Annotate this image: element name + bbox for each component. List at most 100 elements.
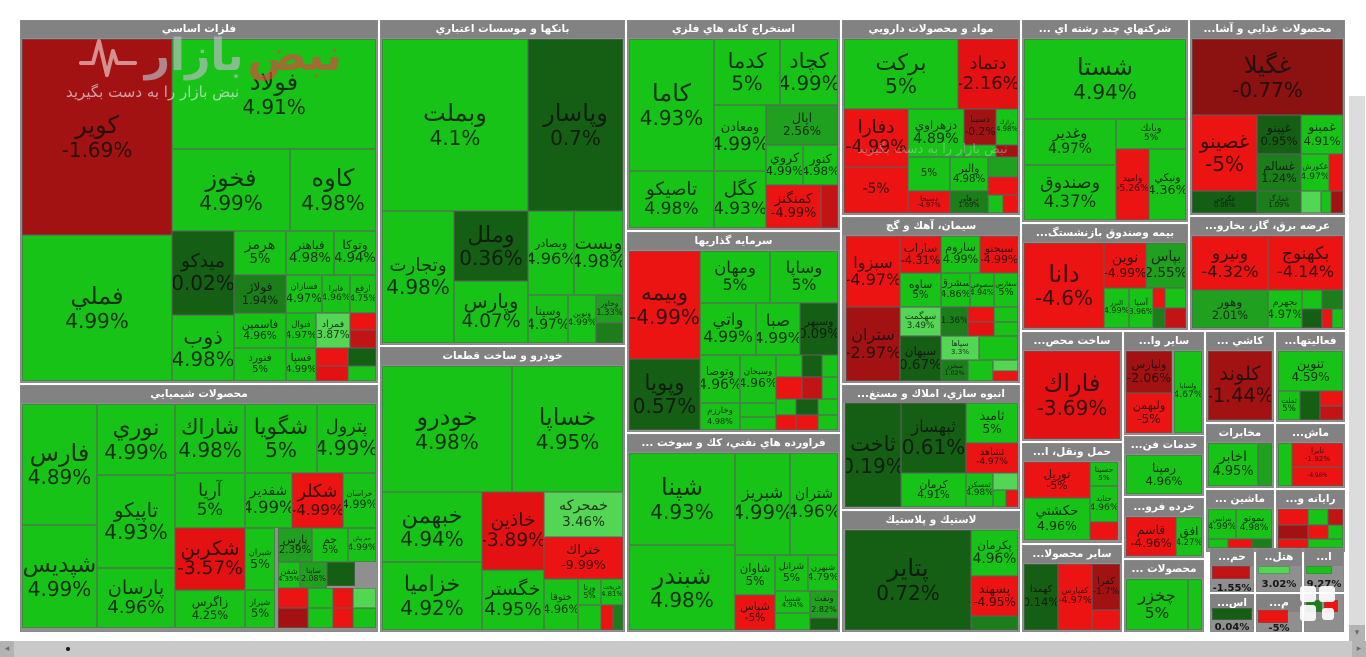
treemap-tile[interactable]: وملل 0.36% [454,211,528,281]
treemap-tile[interactable]: وتجارت 4.98% [382,211,454,343]
treemap-tile[interactable]: ورنا 5% [578,579,601,605]
treemap-tile[interactable]: ثاخت0.19% [845,403,901,507]
treemap-tile[interactable] [1258,443,1272,486]
treemap-tile[interactable]: خگستر 4.95% [482,570,544,630]
treemap-tile[interactable] [1328,509,1343,525]
treemap-tile[interactable] [1165,288,1186,308]
treemap-tile[interactable]: شفدير4.99% [245,473,292,528]
treemap-tile[interactable]: تاپيكو 4.93% [97,475,175,568]
treemap-tile[interactable]: كاما 4.93% [629,39,714,171]
treemap-tile[interactable] [776,377,802,399]
treemap-tile[interactable] [971,616,1018,630]
treemap-tile[interactable] [353,588,376,608]
treemap-tile[interactable]: شبريز4.99% [735,453,790,555]
treemap-tile[interactable]: وبصادر4.96% [528,211,574,295]
treemap-tile[interactable]: شيراز 5% [245,590,275,628]
treemap-tile[interactable] [333,588,353,608]
treemap-tile[interactable]: غسالم 1.24% [1257,154,1301,191]
treemap-tile[interactable]: كهمدا 0.14% [1024,564,1058,630]
treemap-tile[interactable] [988,177,1018,195]
treemap-tile[interactable]: 5% [908,157,950,191]
treemap-tile[interactable]: سخزر 1.02% [941,360,968,381]
treemap-tile[interactable] [1212,566,1250,579]
treemap-tile[interactable] [821,185,838,228]
treemap-tile[interactable] [988,195,1003,213]
treemap-tile[interactable] [1278,443,1292,486]
treemap-tile[interactable]: فملي 4.99% [22,235,172,381]
treemap-tile[interactable] [278,608,308,628]
treemap-tile[interactable]: سبهان 0.67% [900,336,941,381]
treemap-tile[interactable]: حسينا 5% [1090,462,1118,486]
treemap-tile[interactable] [327,562,355,586]
treemap-tile[interactable] [1300,391,1320,420]
treemap-tile[interactable]: غپينو 0.95% [1257,115,1301,154]
treemap-tile[interactable]: هرمز 5% [234,231,286,275]
treemap-tile[interactable]: بموتو 4.98% [1236,509,1272,539]
treemap-tile[interactable]: شفن 4.35% [278,562,300,588]
treemap-tile[interactable]: بجهرم 4.97% [1268,290,1302,328]
treemap-tile[interactable]: ستران -2.97% [846,307,900,381]
treemap-tile[interactable] [1332,309,1343,328]
treemap-tile[interactable]: كوير -1.69% [22,39,172,235]
treemap-tile[interactable]: نوري 4.99% [97,404,175,475]
treemap-tile[interactable]: شپنا 4.93% [629,453,735,545]
treemap-tile[interactable]: فولاد 4.91% [172,39,376,149]
treemap-tile[interactable] [350,313,376,330]
treemap-tile[interactable]: حتايد 4.96% [1090,486,1118,522]
treemap-tile[interactable]: ذوب 4.98% [172,315,234,381]
treemap-tile[interactable]: شپاس -5% [735,595,775,630]
treemap-tile[interactable]: ساراب -4.31% [900,236,941,273]
treemap-tile[interactable] [1328,525,1343,539]
treemap-tile[interactable]: خودرو 4.98% [382,366,512,492]
treemap-tile[interactable] [316,348,348,366]
treemap-tile[interactable]: -4.96% [1292,467,1343,486]
treemap-tile[interactable]: درهآور 1.69% [950,191,988,213]
treemap-tile[interactable] [1322,309,1332,328]
treemap-tile[interactable]: ثبهساز 0.61% [901,403,966,473]
treemap-tile[interactable]: تايرا -1.92% [1292,443,1343,467]
treemap-tile[interactable]: دزهراوي 4.89% [908,109,964,157]
treemap-tile[interactable]: ونفت 2.82% [810,591,838,618]
treemap-tile[interactable]: كفپارس -4.97% [1058,564,1092,630]
treemap-tile[interactable]: اپال 2.56% [766,105,838,145]
treemap-tile[interactable] [776,399,796,415]
treemap-tile[interactable]: ولپارس -2.06% [1126,351,1172,393]
treemap-tile[interactable]: خاذين -3.89% [482,492,544,570]
treemap-tile[interactable] [822,355,838,377]
treemap-tile[interactable]: كفرا -1.7% [1092,564,1120,610]
scroll-down-button[interactable]: ▾ [1349,625,1365,641]
treemap-tile[interactable]: البرز 4.99% [1104,288,1129,328]
treemap-tile[interactable]: كمنگنز -4.99% [766,185,821,228]
treemap-tile[interactable] [308,608,333,628]
treemap-tile[interactable]: دتماد -2.16% [958,39,1018,109]
treemap-tile[interactable]: شستا 4.94% [1024,39,1186,119]
treemap-tile[interactable] [278,588,308,608]
treemap-tile[interactable] [1301,191,1321,213]
treemap-tile[interactable]: ثمسكن 4.98% [966,473,993,507]
treemap-tile[interactable] [1331,191,1343,213]
treemap-tile[interactable]: وهور 2.01% [1192,290,1268,328]
treemap-tile[interactable]: فسازان 4.97% [286,275,322,313]
treemap-tile[interactable] [968,360,993,381]
treemap-tile[interactable] [1252,539,1272,548]
treemap-tile[interactable] [1322,290,1343,309]
treemap-tile[interactable]: فارس 4.89% [22,404,97,525]
treemap-tile[interactable]: خراسان 4.99% [343,473,376,528]
treemap-tile[interactable]: قاسم -4.96% [1126,517,1176,556]
treemap-tile[interactable]: فاسمين 4.96% [234,313,286,348]
treemap-tile[interactable] [996,145,1018,157]
treemap-tile[interactable]: غصينو -5% [1192,115,1257,191]
treemap-tile[interactable]: ثاميد 5% [966,403,1018,443]
treemap-tile[interactable]: -5% [844,167,908,213]
treemap-tile[interactable]: بكهنوج -4.14% [1268,236,1343,290]
treemap-tile[interactable] [1258,610,1288,623]
treemap-tile[interactable] [993,490,1006,507]
treemap-tile[interactable]: شتران4.96% [790,453,838,555]
treemap-tile[interactable] [1324,600,1338,612]
treemap-tile[interactable]: غمارگ 1.09% [1257,191,1301,213]
scroll-right-button[interactable]: ▸ [1352,641,1366,657]
treemap-tile[interactable] [979,336,1018,360]
treemap-tile[interactable]: فولاژ 1.94% [234,275,286,313]
treemap-tile[interactable]: شاراك 4.98% [175,404,245,473]
treemap-tile[interactable]: شيران 5% [245,528,275,590]
